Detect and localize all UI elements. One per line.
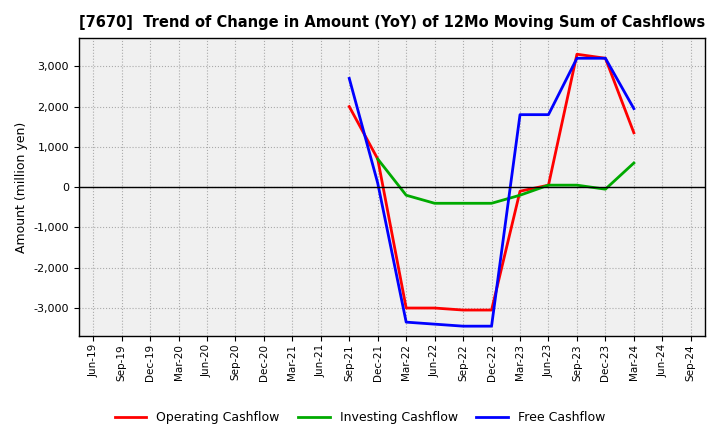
Investing Cashflow	[402, 193, 410, 198]
Investing Cashflow	[431, 201, 439, 206]
Free Cashflow	[487, 323, 496, 329]
Investing Cashflow	[487, 201, 496, 206]
Operating Cashflow	[544, 183, 553, 188]
Free Cashflow	[544, 112, 553, 117]
Operating Cashflow	[374, 156, 382, 161]
Investing Cashflow	[572, 183, 581, 188]
Free Cashflow	[572, 55, 581, 61]
Legend: Operating Cashflow, Investing Cashflow, Free Cashflow: Operating Cashflow, Investing Cashflow, …	[110, 407, 610, 429]
Free Cashflow	[431, 322, 439, 327]
Title: [7670]  Trend of Change in Amount (YoY) of 12Mo Moving Sum of Cashflows: [7670] Trend of Change in Amount (YoY) o…	[78, 15, 705, 30]
Y-axis label: Amount (million yen): Amount (million yen)	[15, 121, 28, 253]
Investing Cashflow	[459, 201, 467, 206]
Operating Cashflow	[629, 130, 638, 136]
Free Cashflow	[459, 323, 467, 329]
Investing Cashflow	[629, 160, 638, 165]
Free Cashflow	[601, 55, 610, 61]
Operating Cashflow	[402, 305, 410, 311]
Line: Free Cashflow: Free Cashflow	[349, 58, 634, 326]
Investing Cashflow	[544, 183, 553, 188]
Operating Cashflow	[431, 305, 439, 311]
Free Cashflow	[374, 180, 382, 186]
Free Cashflow	[629, 106, 638, 111]
Operating Cashflow	[345, 104, 354, 109]
Investing Cashflow	[374, 156, 382, 161]
Operating Cashflow	[516, 189, 524, 194]
Operating Cashflow	[601, 55, 610, 61]
Free Cashflow	[402, 319, 410, 325]
Operating Cashflow	[572, 51, 581, 57]
Operating Cashflow	[487, 308, 496, 313]
Line: Operating Cashflow: Operating Cashflow	[349, 54, 634, 310]
Free Cashflow	[516, 112, 524, 117]
Investing Cashflow	[601, 187, 610, 192]
Line: Investing Cashflow: Investing Cashflow	[378, 159, 634, 203]
Investing Cashflow	[516, 193, 524, 198]
Operating Cashflow	[459, 308, 467, 313]
Free Cashflow	[345, 76, 354, 81]
